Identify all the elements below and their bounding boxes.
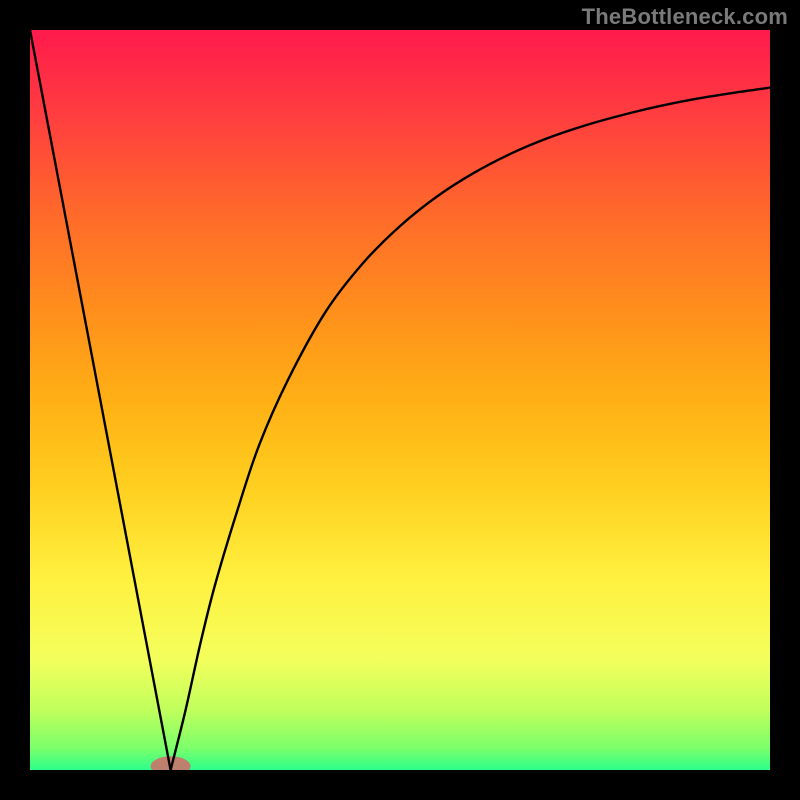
watermark-label: TheBottleneck.com bbox=[582, 4, 788, 30]
figure-root: TheBottleneck.com bbox=[0, 0, 800, 800]
plot-background bbox=[30, 30, 770, 770]
bottleneck-chart bbox=[30, 30, 770, 770]
